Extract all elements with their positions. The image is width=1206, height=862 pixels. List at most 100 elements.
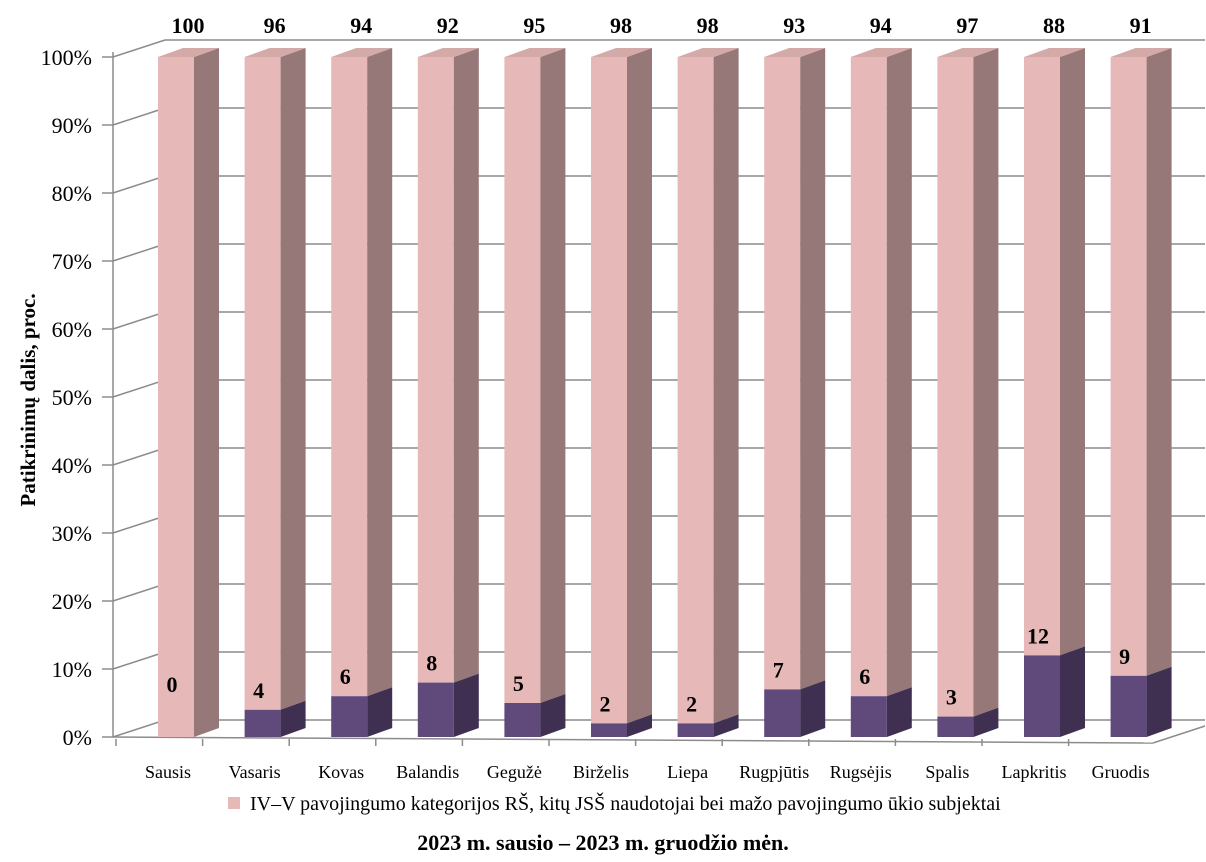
bar-segment-upper [677, 57, 714, 724]
x-tick-label: Rugpjūtis [739, 762, 809, 782]
bar-top-cap [417, 48, 479, 57]
bar-side-lower [453, 673, 479, 737]
y-tick-label: 70% [52, 249, 92, 274]
value-label-lower: 12 [1027, 623, 1049, 648]
y-tick-label: 30% [52, 521, 92, 546]
y-tick-label: 20% [52, 589, 92, 614]
bar-side-upper [194, 48, 219, 737]
bar-segment-upper [331, 57, 368, 697]
value-label-upper: 96 [264, 13, 286, 38]
x-tick-label: Spalis [925, 762, 969, 782]
bar-side-lower [713, 714, 739, 737]
bar-top-cap [591, 48, 652, 57]
bar-side-upper [886, 48, 912, 697]
x-axis-label: 2023 m. sausio – 2023 m. gruodžio mėn. [417, 830, 789, 855]
x-tick-label: Kovas [318, 762, 364, 782]
floor-edge [1152, 725, 1206, 744]
bar-segment-upper [1024, 57, 1060, 656]
bar-segment-lower [1024, 655, 1060, 737]
value-label-upper: 98 [697, 13, 719, 38]
bar-top-cap [937, 48, 999, 57]
value-label-bg [856, 13, 905, 39]
bar-top-cap [677, 48, 739, 57]
value-label-lower: 2 [686, 691, 697, 716]
x-tick-label: Lapkritis [1002, 762, 1067, 782]
value-label-lower: 9 [1119, 644, 1130, 669]
gridline-depth [112, 311, 166, 330]
bar-segment-lower [850, 696, 887, 737]
gridline-depth [112, 515, 166, 534]
bar-segment-lower [937, 716, 974, 737]
value-label-upper: 98 [610, 13, 632, 38]
gridline-depth [112, 379, 166, 398]
bar-top-cap [1024, 48, 1085, 57]
value-label-bg [510, 13, 559, 39]
legend-swatch [228, 797, 240, 809]
bar-segment-upper [764, 57, 801, 690]
bar-side-lower [886, 687, 912, 737]
bar-segment-upper [937, 57, 974, 717]
value-label-lower: 3 [946, 685, 957, 710]
value-label-lower: 0 [167, 672, 178, 697]
value-label-lower: 7 [773, 657, 784, 682]
value-label-upper: 94 [870, 13, 892, 38]
value-label-bg [164, 13, 212, 39]
x-tick-label: Vasaris [229, 762, 281, 782]
bar-side-lower [1146, 666, 1172, 737]
x-tick-label: Liepa [667, 762, 708, 782]
legend-label: IV–V pavojingumo kategorijos RŠ, kitų JS… [250, 791, 1001, 815]
bar-side-upper [800, 48, 826, 690]
x-tick-label: Birželis [573, 762, 629, 782]
bar-segment-upper [1110, 57, 1147, 676]
value-label-upper: 95 [523, 13, 545, 38]
x-tick-label: Gegužė [487, 762, 542, 782]
bar-side-upper [280, 48, 306, 710]
value-label-upper: 88 [1043, 13, 1065, 38]
bar-side-lower [1060, 646, 1085, 737]
gridline-depth [112, 107, 166, 126]
gridline-depth [112, 447, 166, 466]
bar-side-upper [1146, 48, 1172, 676]
bar-segment-lower [677, 723, 714, 737]
y-tick-label: 40% [52, 453, 92, 478]
bar-top-cap [331, 48, 393, 57]
gridline-depth [112, 651, 166, 670]
y-tick-label: 60% [52, 317, 92, 342]
bottom-value-labels: 0 4 6 8 5 2 2 7 6 3 12 9 [167, 623, 1131, 716]
y-tick-label: 10% [52, 657, 92, 682]
x-tick-label: Sausis [145, 762, 191, 782]
value-label-bg [250, 13, 299, 39]
bar-segment-lower [1110, 675, 1147, 737]
value-label-upper: 94 [350, 13, 372, 38]
x-axis-line [112, 736, 1154, 744]
value-label-lower: 5 [513, 671, 524, 696]
bar-side-upper [973, 48, 999, 717]
bar-side-lower [367, 687, 393, 737]
bar-segment-upper [591, 57, 627, 724]
bar-segment-upper [417, 57, 454, 683]
bar-side-upper [627, 48, 652, 724]
bar-top-cap [244, 48, 306, 57]
y-tick-label: 90% [52, 113, 92, 138]
value-label-upper: 91 [1130, 13, 1152, 38]
bar-side-lower [800, 680, 826, 737]
bar-segment-lower [591, 723, 627, 737]
value-label-bg [597, 13, 645, 39]
bar-side-upper [367, 48, 393, 697]
value-label-lower: 8 [426, 651, 437, 676]
bar-top-cap [158, 48, 219, 57]
value-label-upper: 93 [783, 13, 805, 38]
value-label-bg [1116, 13, 1165, 39]
bar-side-lower [627, 714, 652, 737]
y-tick-label: 100% [41, 45, 92, 70]
y-axis-ticks: 0% 10% 20% 30% 40% 50% 60% 70% 80% 90% 100% [41, 45, 113, 750]
bar-segment-upper [850, 57, 887, 697]
bar-top-cap [1110, 48, 1172, 57]
bar-side-upper [1060, 48, 1085, 656]
value-label-bg [943, 13, 992, 39]
value-label-upper: 97 [956, 13, 978, 38]
top-value-labels: 100 96 94 92 95 98 98 93 94 97 88 91 [164, 13, 1165, 39]
bar-top-cap [504, 48, 566, 57]
gridline-depth [112, 583, 166, 602]
bar-side-upper [453, 48, 479, 683]
